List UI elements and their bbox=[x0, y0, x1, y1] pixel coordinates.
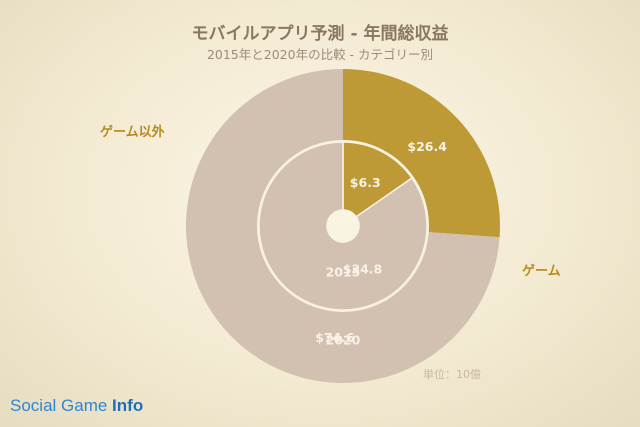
unit-note: 単位：10億 bbox=[423, 368, 481, 381]
ring-label-2020: 2020 bbox=[326, 333, 361, 348]
value-label-2020-0: $26.4 bbox=[407, 139, 447, 154]
slice-2020-0 bbox=[343, 69, 500, 238]
ring-label-2015: 2015 bbox=[326, 265, 361, 280]
value-label-2020-1: $74.6 bbox=[315, 330, 355, 345]
watermark-logo: Social Game Info bbox=[10, 396, 143, 416]
watermark-prefix: Social Game bbox=[10, 396, 113, 415]
legend-non-game: ゲーム以外 bbox=[100, 125, 165, 140]
watermark-suffix: Info bbox=[112, 396, 144, 415]
slice-2015-1 bbox=[258, 141, 428, 311]
value-label-2015-1: $34.8 bbox=[343, 261, 383, 276]
slice-2015-0 bbox=[342, 141, 414, 218]
chart-subtitle: 2015年と2020年の比較 - カテゴリー別 bbox=[206, 47, 434, 62]
slice-2020-1 bbox=[186, 69, 500, 383]
value-label-2015-0: $6.3 bbox=[350, 175, 381, 190]
chart-title: モバイルアプリ予測 - 年間総収益 bbox=[191, 24, 449, 44]
legend-game: ゲーム bbox=[522, 264, 561, 279]
